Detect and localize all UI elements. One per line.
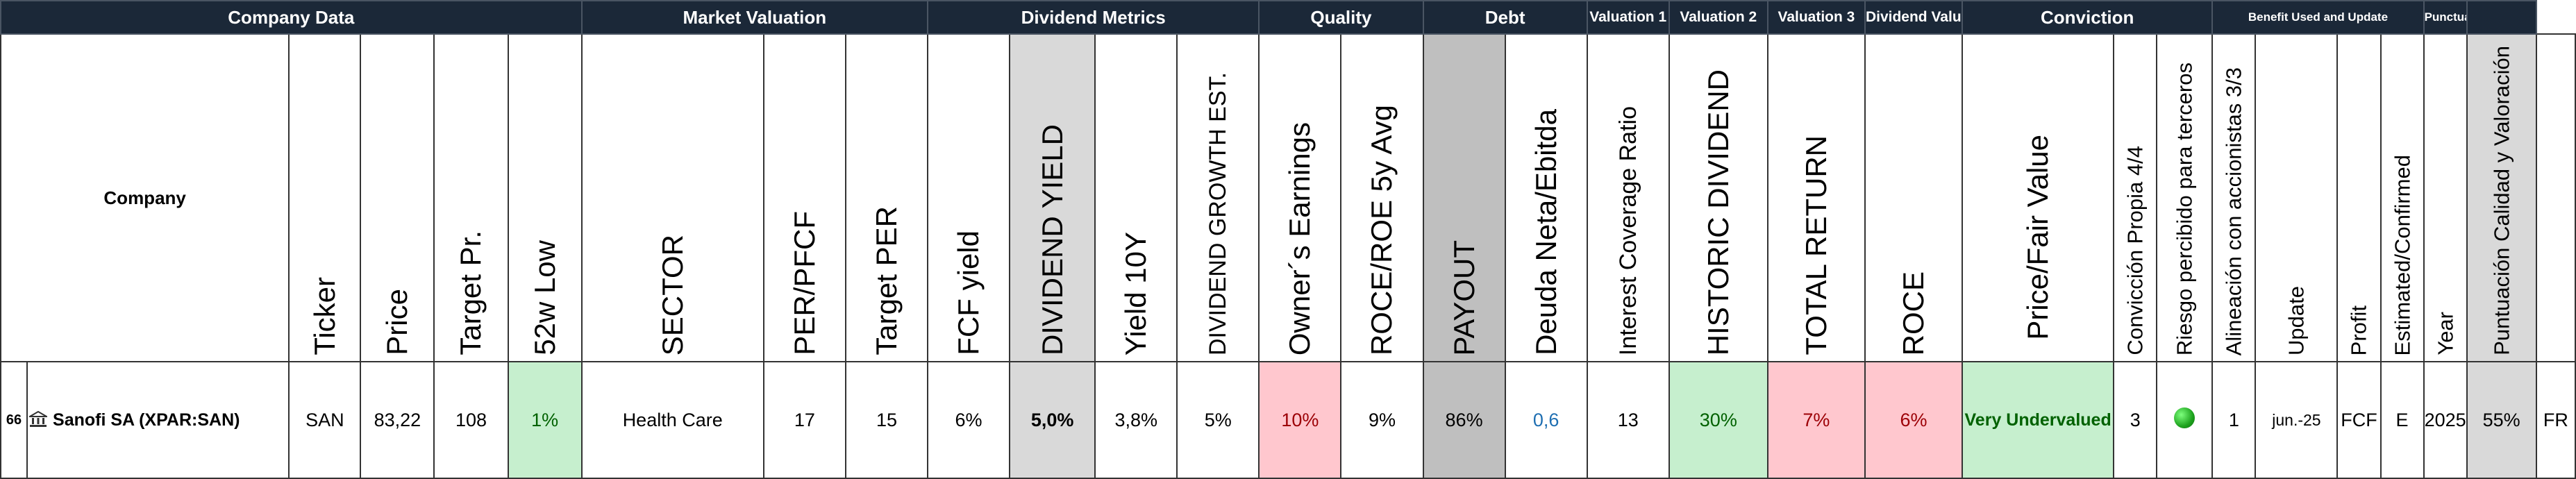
group-market-valuation: Market Valuation [580, 0, 929, 35]
header-update: Update [2255, 33, 2339, 362]
header-per-pfcf: PER/PFCF [762, 33, 846, 362]
interest-coverage-cell: 13 [1586, 361, 1670, 479]
header-roce: ROCE [1864, 33, 1964, 362]
header-riesgo: Riesgo percibido para terceros [2156, 33, 2214, 362]
header-owners-earnings: Owner´s Earnings [1258, 33, 1342, 362]
header-dividend-growth: DIVIDEND GROWTH EST. [1176, 33, 1260, 362]
header-sector: SECTOR [580, 33, 764, 362]
header-52w-low: 52w Low [507, 33, 583, 362]
column-header-row: Company Ticker Price Target Pr. 52w Low … [0, 33, 2576, 362]
table-row[interactable]: 66 Sanofi SA (XPAR:SAN) SAN 83,22 108 1%… [0, 361, 2576, 479]
historic-dividend-cell: 30% [1668, 361, 1768, 479]
row-index: 66 [0, 361, 28, 479]
group-punctuation: Punctuation [2423, 0, 2468, 35]
header-conviccion-propia: Convicción Propia 4/4 [2113, 33, 2158, 362]
header-country [2535, 33, 2576, 362]
group-benefit: Benefit Used and Update [2211, 0, 2425, 35]
price-fair-value-cell: Very Undervalued [1962, 361, 2115, 479]
header-company: Company [0, 33, 290, 362]
header-company-label: Company [103, 187, 186, 208]
group-debt: Debt [1422, 0, 1588, 35]
group-valuation-1: Valuation 1 [1586, 0, 1670, 35]
update-cell: jun.-25 [2255, 361, 2339, 479]
group-valuation-3: Valuation 3 [1766, 0, 1866, 35]
target-pr-cell: 108 [433, 361, 509, 479]
header-estimated: Estimated/Confirmed [2380, 33, 2425, 362]
header-yield-10y: Yield 10Y [1094, 33, 1178, 362]
target-per-cell: 15 [844, 361, 929, 479]
owners-earnings-cell: 10% [1258, 361, 1342, 479]
profit-cell: FCF [2336, 361, 2382, 479]
group-header-row: Company Data Market Valuation Dividend M… [0, 0, 2575, 35]
header-roce-roe: ROCE/ROE 5y Avg [1340, 33, 1424, 362]
payout-cell: 86% [1422, 361, 1506, 479]
header-profit: Profit [2336, 33, 2382, 362]
ticker-cell: SAN [288, 361, 362, 479]
roce-roe-cell: 9% [1340, 361, 1424, 479]
group-quality: Quality [1258, 0, 1424, 35]
fcf-yield-cell: 6% [927, 361, 1011, 479]
header-fcf-yield: FCF yield [927, 33, 1011, 362]
company-cell[interactable]: Sanofi SA (XPAR:SAN) [26, 361, 290, 479]
header-price-fair-value: Price/Fair Value [1962, 33, 2115, 362]
price-cell: 83,22 [360, 361, 435, 479]
country-cell: FR [2535, 361, 2576, 479]
header-puntuacion: Puntuación Calidad y Valoración [2466, 33, 2537, 362]
group-company-data: Company Data [0, 0, 583, 35]
dividend-yield-cell: 5,0% [1009, 361, 1096, 479]
low-52w-cell: 1% [507, 361, 583, 479]
header-target-per: Target PER [844, 33, 929, 362]
alineacion-cell: 1 [2211, 361, 2257, 479]
roce-cell: 6% [1864, 361, 1964, 479]
header-alineacion: Alineación con accionistas 3/3 [2211, 33, 2257, 362]
green-circle-icon [2174, 407, 2196, 428]
puntuacion-cell: 55% [2466, 361, 2537, 479]
header-dividend-yield: DIVIDEND YIELD [1009, 33, 1096, 362]
year-cell: 2025 [2423, 361, 2468, 479]
estimated-cell: E [2380, 361, 2425, 479]
header-payout: PAYOUT [1422, 33, 1506, 362]
header-total-return: TOTAL RETURN [1766, 33, 1866, 362]
header-historic-dividend: HISTORIC DIVIDEND [1668, 33, 1768, 362]
dividend-growth-cell: 5% [1176, 361, 1260, 479]
sector-cell: Health Care [580, 361, 764, 479]
group-dividend-valuation: Dividend Valuation [1864, 0, 1964, 35]
header-target-pr: Target Pr. [433, 33, 509, 362]
group-valuation-2: Valuation 2 [1668, 0, 1768, 35]
header-year: Year [2423, 33, 2468, 362]
yield-10y-cell: 3,8% [1094, 361, 1178, 479]
deuda-cell: 0,6 [1504, 361, 1588, 479]
header-price: Price [360, 33, 435, 362]
group-dividend-metrics: Dividend Metrics [927, 0, 1260, 35]
header-ticker: Ticker [288, 33, 362, 362]
riesgo-cell [2156, 361, 2214, 479]
header-interest-coverage: Interest Coverage Ratio [1586, 33, 1670, 362]
group-conviction: Conviction [1962, 0, 2214, 35]
bank-building-icon [29, 410, 48, 427]
header-deuda: Deuda Neta/Ebitda [1504, 33, 1588, 362]
company-name: Sanofi SA (XPAR:SAN) [53, 410, 240, 430]
group-empty [2466, 0, 2537, 35]
total-return-cell: 7% [1766, 361, 1866, 479]
per-pfcf-cell: 17 [762, 361, 846, 479]
conviccion-propia-cell: 3 [2113, 361, 2158, 479]
